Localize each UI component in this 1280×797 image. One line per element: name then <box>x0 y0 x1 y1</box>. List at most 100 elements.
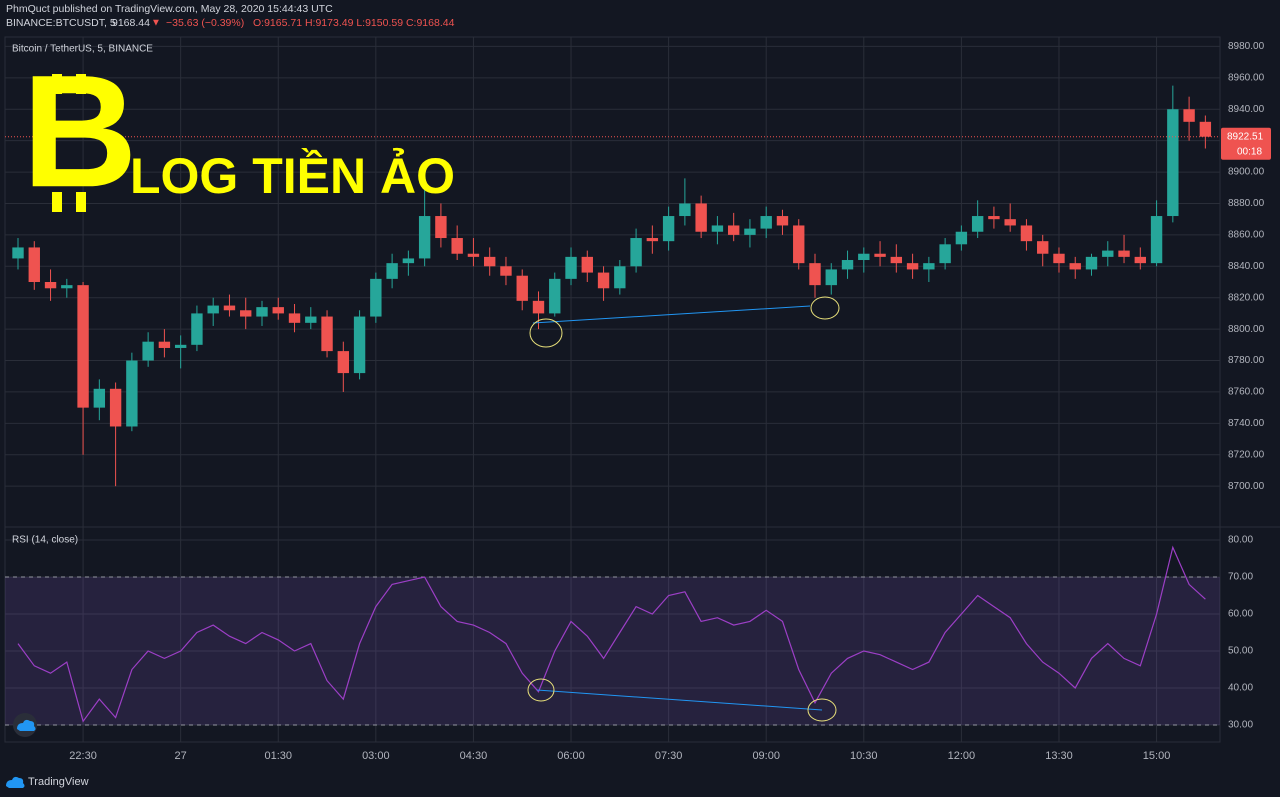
candle-body <box>1053 253 1065 264</box>
candle-body <box>581 256 593 273</box>
candle-body <box>695 203 707 232</box>
candle-body <box>1167 109 1179 217</box>
candle-body <box>256 307 268 317</box>
x-tick-label: 22:30 <box>69 750 97 762</box>
watermark: B LOG TIỀN ẢO <box>22 41 455 220</box>
candle-body <box>77 285 89 408</box>
x-tick-label: 07:30 <box>655 750 683 762</box>
candle-body <box>61 285 73 289</box>
candle-body <box>825 269 837 286</box>
logo-cloud <box>17 719 36 731</box>
candle-body <box>370 278 382 317</box>
candle-body <box>614 266 626 289</box>
candle-body <box>93 388 106 408</box>
candle-body <box>646 238 659 242</box>
watermark-bar <box>76 74 86 94</box>
candle-body <box>223 305 236 311</box>
candle-body <box>1037 241 1049 254</box>
candle-body <box>793 225 805 264</box>
y-tick-label: 8780.00 <box>1228 355 1265 366</box>
candle-body <box>126 360 138 427</box>
candle-body <box>1020 225 1033 242</box>
highlight-circle <box>529 318 563 348</box>
candle-body <box>467 253 480 257</box>
candle-body <box>288 313 301 323</box>
trend-line <box>536 689 823 711</box>
y-tick-label: 8840.00 <box>1228 261 1265 272</box>
candle-body <box>1183 109 1195 122</box>
candle-body <box>711 225 724 232</box>
candle-body <box>744 228 756 235</box>
candle-body <box>1134 256 1146 264</box>
candle-body <box>109 388 122 427</box>
candle-body <box>727 225 740 235</box>
candle-body <box>679 203 691 217</box>
candle-body <box>1102 250 1114 257</box>
highlight-circle <box>807 698 837 722</box>
candle-body <box>12 247 24 259</box>
candle-body <box>630 238 642 267</box>
candle-body <box>923 263 935 270</box>
x-tick-label: 06:00 <box>557 750 585 762</box>
candle-body <box>1004 219 1016 226</box>
candle-body <box>158 341 171 348</box>
last-price-tag <box>1221 127 1271 160</box>
candle-body <box>500 266 512 276</box>
y-tick-label: 8800.00 <box>1228 324 1265 335</box>
candle-body <box>874 253 886 257</box>
x-tick-label: 09:00 <box>752 750 780 762</box>
candle-body <box>174 344 187 348</box>
y-tick-label: 60.00 <box>1228 609 1253 620</box>
candle-body <box>662 216 675 242</box>
candle-body <box>191 313 203 345</box>
candle-body <box>418 216 431 259</box>
candle-body <box>597 272 610 289</box>
y-tick-label: 8820.00 <box>1228 292 1265 303</box>
ohlc: O:9165.71 H:9173.49 L:9150.59 C:9168.44 <box>253 17 455 29</box>
symbol: BINANCE:BTCUSDT, 5 <box>6 17 116 29</box>
candle-body <box>890 256 903 264</box>
watermark-bar <box>52 74 62 94</box>
rsi-line <box>17 545 1206 723</box>
y-tick-label: 70.00 <box>1228 572 1253 583</box>
y-tick-label: 8700.00 <box>1228 481 1265 492</box>
y-tick-label: 50.00 <box>1228 646 1253 657</box>
candle-body <box>776 216 789 226</box>
x-tick-label: 03:00 <box>362 750 390 762</box>
y-tick-label: 8960.00 <box>1228 72 1265 83</box>
plot-frame <box>4 36 1221 743</box>
x-tick-label: 10:30 <box>850 750 878 762</box>
candle-body <box>484 256 496 267</box>
candle-body <box>207 305 219 314</box>
candle-body <box>142 341 154 361</box>
candle-body <box>841 260 854 270</box>
candle-body <box>272 307 284 314</box>
candle-body <box>240 310 252 317</box>
watermark-text: LOG TIỀN ẢO <box>130 148 455 204</box>
candle-body <box>549 278 561 314</box>
brand: TradingView <box>28 776 89 788</box>
candle-body <box>1199 121 1212 137</box>
candle-body <box>28 247 40 282</box>
candle-body <box>402 258 415 264</box>
candle-body <box>435 216 447 239</box>
last-price: 9168.44 <box>112 17 150 29</box>
candle-body <box>1150 216 1163 264</box>
change: −35.63 (−0.39%) <box>166 17 244 29</box>
candle-body <box>386 263 398 279</box>
x-tick-label: 13:30 <box>1045 750 1073 762</box>
x-tick-label: 04:30 <box>460 750 488 762</box>
candle-body <box>532 300 545 314</box>
candle-body <box>1069 263 1081 270</box>
countdown: 00:18 <box>1237 146 1262 157</box>
x-tick-label: 01:30 <box>264 750 292 762</box>
pane-title: RSI (14, close) <box>12 535 78 546</box>
y-tick-label: 8760.00 <box>1228 387 1265 398</box>
candle-body <box>353 316 366 374</box>
candle-body <box>1085 256 1098 270</box>
y-tick-label: 8900.00 <box>1228 167 1265 178</box>
trend-line <box>532 305 811 324</box>
y-tick-label: 40.00 <box>1228 683 1253 694</box>
